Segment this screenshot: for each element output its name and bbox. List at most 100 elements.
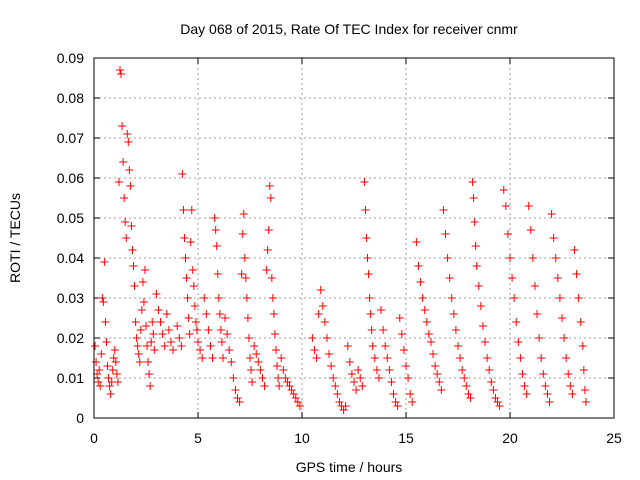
data-point xyxy=(429,350,438,358)
data-point xyxy=(560,334,569,342)
data-point xyxy=(158,330,167,338)
data-point xyxy=(184,314,193,322)
data-point xyxy=(237,270,246,278)
data-point xyxy=(229,374,238,382)
data-point xyxy=(393,402,402,410)
data-point xyxy=(426,338,435,346)
data-point xyxy=(123,130,132,138)
data-point xyxy=(289,390,298,398)
data-point xyxy=(512,318,521,326)
data-point xyxy=(485,366,494,374)
data-point xyxy=(370,354,379,362)
data-point xyxy=(361,206,370,214)
data-point xyxy=(466,394,475,402)
data-point xyxy=(146,382,155,390)
data-point xyxy=(111,358,120,366)
data-point xyxy=(128,246,137,254)
data-point xyxy=(274,374,283,382)
data-point xyxy=(142,322,150,330)
data-point xyxy=(564,370,573,378)
data-point xyxy=(102,338,111,346)
data-point xyxy=(182,274,191,282)
data-point xyxy=(173,322,182,330)
data-point xyxy=(327,362,336,370)
data-point xyxy=(572,270,581,278)
data-point xyxy=(183,294,192,302)
data-point xyxy=(137,306,146,314)
data-point xyxy=(522,390,531,398)
data-point xyxy=(533,310,542,318)
data-point xyxy=(225,346,234,354)
data-point xyxy=(350,378,358,386)
data-point xyxy=(439,206,448,214)
data-point xyxy=(537,354,546,362)
data-point xyxy=(122,234,131,242)
data-point xyxy=(189,282,198,290)
data-point xyxy=(238,230,247,238)
data-point xyxy=(576,318,585,326)
data-point xyxy=(391,398,400,406)
data-point xyxy=(103,362,112,370)
data-point xyxy=(275,382,284,390)
data-point xyxy=(478,322,487,330)
data-point xyxy=(366,310,375,318)
x-tick-label: 5 xyxy=(194,430,202,446)
data-point xyxy=(150,346,159,354)
data-point xyxy=(374,374,383,382)
data-point xyxy=(105,382,114,390)
data-point xyxy=(118,122,127,130)
data-point xyxy=(310,346,319,354)
data-point xyxy=(177,342,186,350)
data-point xyxy=(212,242,221,250)
y-tick-label: 0.04 xyxy=(57,250,84,266)
data-point xyxy=(381,342,390,350)
data-point xyxy=(95,366,104,374)
data-point xyxy=(235,398,244,406)
data-point xyxy=(260,382,269,390)
data-point xyxy=(514,338,523,346)
data-point xyxy=(397,330,406,338)
data-point xyxy=(185,330,194,338)
y-tick-label: 0.09 xyxy=(57,50,84,66)
data-point xyxy=(279,366,288,374)
data-point xyxy=(291,394,300,402)
data-point xyxy=(293,398,302,406)
data-point xyxy=(316,286,325,294)
data-point xyxy=(460,374,469,382)
data-point xyxy=(352,386,361,394)
data-point xyxy=(339,406,348,414)
data-point xyxy=(108,366,117,374)
data-point xyxy=(568,390,577,398)
data-point xyxy=(562,354,571,362)
data-point xyxy=(143,342,152,350)
data-point xyxy=(520,382,529,390)
y-axis-label: ROTI / TECUs xyxy=(7,193,23,283)
data-point xyxy=(558,314,566,322)
data-point xyxy=(445,274,454,282)
data-point xyxy=(191,318,200,326)
data-point xyxy=(160,342,169,350)
data-point xyxy=(106,390,115,398)
data-point xyxy=(574,294,583,302)
data-point xyxy=(92,358,101,366)
y-tick-label: 0.05 xyxy=(57,210,84,226)
data-point xyxy=(152,290,161,298)
data-point xyxy=(420,306,429,314)
data-point xyxy=(252,350,261,358)
data-point xyxy=(424,330,433,338)
x-tick-label: 15 xyxy=(398,430,414,446)
data-point xyxy=(134,350,143,358)
data-point xyxy=(364,270,373,278)
data-point xyxy=(214,294,223,302)
data-point xyxy=(156,318,165,326)
y-tick-label: 0.06 xyxy=(57,170,84,186)
data-point xyxy=(273,362,282,370)
data-point xyxy=(127,222,136,230)
data-point xyxy=(117,70,126,78)
data-point xyxy=(190,302,199,310)
data-point xyxy=(458,366,467,374)
data-point xyxy=(135,358,144,366)
data-point xyxy=(208,354,217,362)
data-point xyxy=(162,310,171,318)
data-point xyxy=(196,346,205,354)
